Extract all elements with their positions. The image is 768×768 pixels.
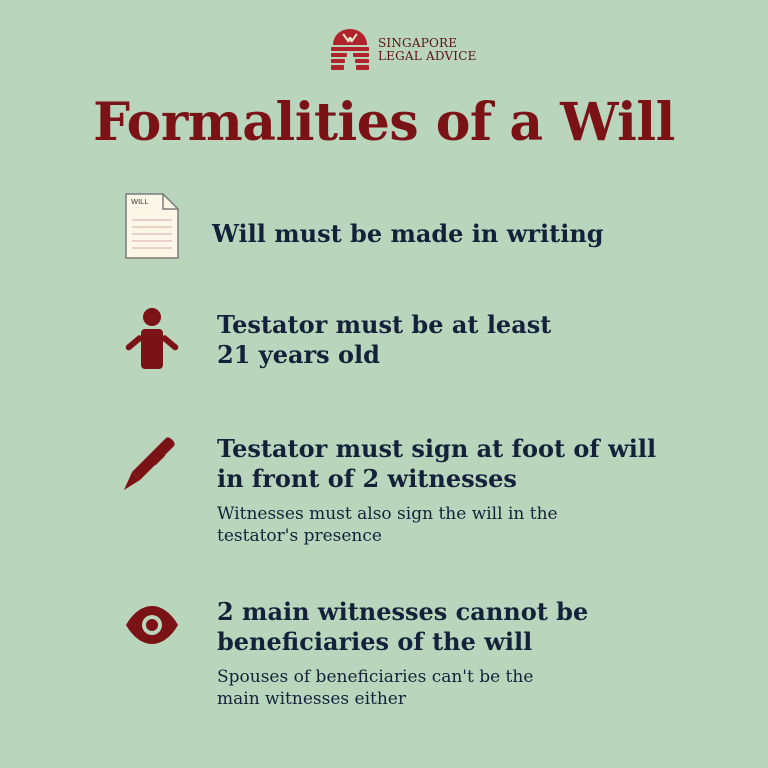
- item-heading-writing: Will must be made in writing: [212, 219, 604, 248]
- eye-icon: [126, 606, 178, 644]
- will-document-icon: WILL: [125, 193, 179, 259]
- item-sub-witnesses: Spouses of beneficiaries can't be the ma…: [217, 667, 534, 709]
- brand-name-line1: SINGAPORE: [378, 36, 458, 50]
- person-icon: [125, 308, 179, 369]
- brand-logo: SINGAPORE LEGAL ADVICE: [328, 27, 477, 73]
- item-sub-sign: Witnesses must also sign the will in the…: [217, 504, 558, 546]
- brand-name-line2: LEGAL ADVICE: [378, 49, 477, 63]
- page-title: Formalities of a Will: [93, 92, 675, 153]
- item-heading-age: Testator must be at least 21 years old: [217, 310, 552, 369]
- item-heading-sign: Testator must sign at foot of will in fr…: [217, 434, 657, 493]
- pen-icon: [124, 437, 175, 490]
- item-heading-witnesses: 2 main witnesses cannot be beneficiaries…: [217, 597, 589, 656]
- brand-logo-icon: [331, 29, 369, 70]
- brand-name: SINGAPORE LEGAL ADVICE: [378, 37, 477, 63]
- will-document-label: WILL: [131, 197, 149, 206]
